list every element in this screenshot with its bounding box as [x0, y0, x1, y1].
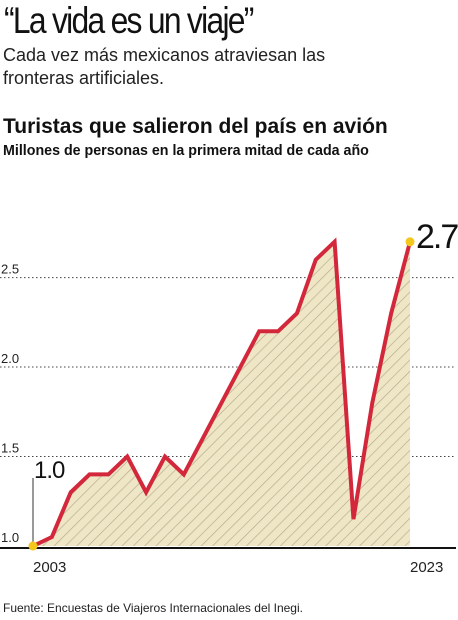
data-point [333, 240, 337, 244]
x-tick-label: 2003 [33, 559, 66, 576]
data-point [182, 472, 186, 476]
series-line [31, 237, 412, 548]
deck-text: Cada vez más mexicanos atraviesan las fr… [3, 45, 326, 88]
data-point [163, 455, 167, 459]
annotations: 1.0 2.7 [34, 218, 458, 484]
chart-subtitle: Millones de personas en la primera mitad… [3, 142, 369, 159]
data-point [276, 329, 280, 333]
data-point [370, 401, 374, 405]
data-point [295, 311, 299, 315]
data-point [125, 455, 129, 459]
x-tick-label: 2023 [410, 559, 443, 576]
source-note: Fuente: Encuestas de Viajeros Internacio… [3, 601, 303, 615]
data-point [238, 365, 242, 369]
data-point [144, 490, 148, 494]
start-value-label: 1.0 [34, 457, 65, 484]
headline: “La vida es un viaje” [4, 0, 254, 41]
area-fill [33, 241, 410, 546]
y-tick-label: 2.5 [1, 262, 19, 277]
data-points [28, 237, 415, 551]
data-point [88, 472, 92, 476]
data-point [69, 490, 73, 494]
data-point [201, 437, 205, 441]
data-point [314, 258, 318, 262]
data-point [50, 535, 54, 539]
data-point [257, 329, 261, 333]
chart-title: Turistas que salieron del país en avión [3, 115, 388, 138]
y-tick-label: 1.0 [1, 530, 19, 545]
data-point [351, 517, 355, 521]
y-tick-labels: 1.0 1.5 2.0 2.5 [1, 262, 19, 545]
x-tick-labels: 2003 2023 [33, 559, 443, 576]
data-point [405, 237, 415, 247]
data-point [28, 541, 38, 551]
data-point [389, 311, 393, 315]
end-value-label: 2.7 [416, 218, 458, 256]
data-point [106, 472, 110, 476]
y-tick-label: 1.5 [1, 441, 19, 456]
y-tick-label: 2.0 [1, 351, 19, 366]
data-point [220, 401, 224, 405]
